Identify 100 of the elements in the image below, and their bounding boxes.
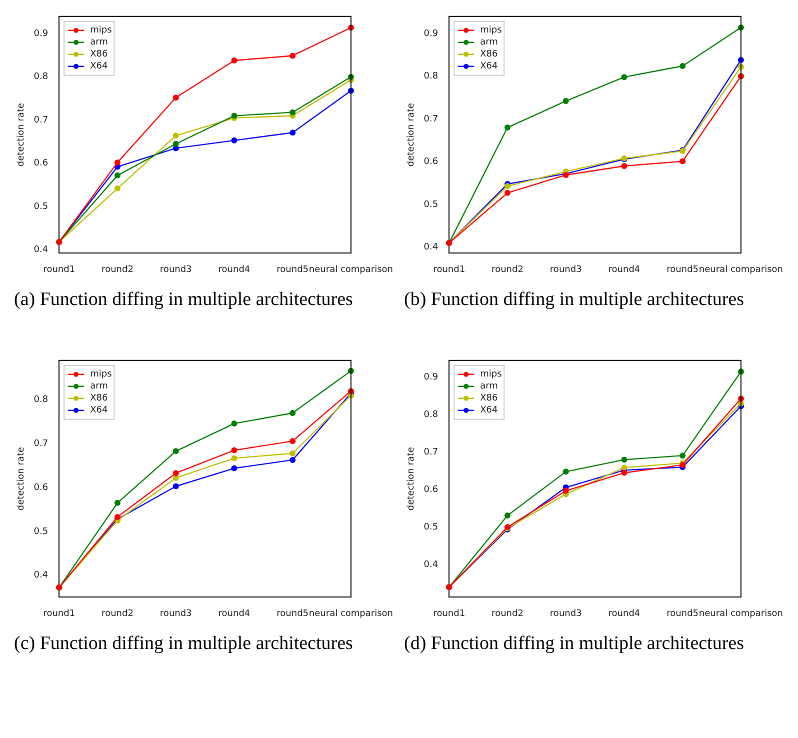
y-tick-label: 0.4 [424, 242, 438, 253]
text: (c) Function diffing in multiple architectures [14, 632, 354, 656]
point [114, 172, 120, 178]
x-tick-label: round5 [666, 264, 699, 275]
y-tick-label: 0.6 [424, 157, 438, 168]
y-tick-label: 0.8 [424, 72, 438, 82]
legend-label: mips [90, 26, 112, 36]
x-tick-label: round1 [433, 264, 466, 275]
x-tick-label: round3 [160, 608, 192, 619]
point [290, 410, 296, 416]
legend-label: X64 [480, 62, 498, 72]
y-axis-title: detection rate [16, 102, 27, 167]
y-tick-label: 0.5 [424, 200, 438, 210]
y-tick-label: 0.7 [424, 448, 438, 458]
point [290, 109, 296, 116]
legend-label: mips [480, 26, 502, 36]
y-tick-label: 0.7 [34, 115, 48, 126]
point [290, 450, 296, 456]
point [680, 62, 686, 69]
legend-label: X86 [90, 50, 108, 60]
y-tick-label: 0.5 [34, 202, 48, 212]
point [680, 158, 686, 164]
point [680, 452, 686, 459]
point [231, 420, 238, 427]
x-tick-label: round2 [492, 264, 524, 275]
point [114, 159, 120, 166]
y-tick-label: 0.9 [34, 29, 48, 40]
x-tick-label: round1 [43, 608, 76, 619]
x-tick-label: round5 [276, 264, 309, 275]
point [172, 470, 179, 476]
y-tick-label: 0.5 [34, 526, 48, 537]
point [231, 137, 238, 144]
legend-label: X86 [480, 50, 498, 60]
x-tick-label: round3 [550, 608, 582, 619]
x-tick-label: round1 [433, 608, 466, 619]
legend-label: mips [480, 370, 502, 380]
x-tick-label: round3 [550, 264, 582, 275]
x-tick-label: round4 [608, 264, 640, 275]
text: (a) Function diffing in multiple architectures [14, 288, 354, 312]
point [231, 447, 238, 454]
x-tick-label: neural comparison [308, 608, 394, 619]
y-tick-label: 0.6 [424, 485, 438, 496]
y-axis-title: detection rate [16, 446, 27, 511]
point [562, 468, 569, 475]
point [172, 483, 179, 490]
legend-label: arm [480, 38, 498, 48]
y-tick-label: 0.6 [34, 158, 48, 169]
text: (d) Function diffing in multiple architectures [404, 632, 745, 656]
point [562, 488, 569, 494]
point [621, 456, 628, 463]
point [231, 465, 238, 472]
y-tick-label: 0.4 [424, 560, 438, 570]
point [172, 448, 179, 454]
point [172, 132, 179, 139]
point [562, 98, 569, 104]
legend-label: arm [90, 382, 108, 392]
point [172, 140, 179, 147]
x-tick-label: round1 [43, 264, 76, 275]
legend-label: X64 [480, 406, 498, 416]
legend-label: X64 [90, 62, 108, 72]
y-tick-label: 0.4 [34, 245, 48, 256]
point [504, 183, 510, 190]
point [621, 163, 628, 170]
y-tick-label: 0.4 [34, 570, 48, 581]
legend-label: X64 [90, 406, 108, 416]
point [290, 438, 296, 444]
x-tick-label: round2 [102, 264, 134, 275]
y-tick-label: 0.5 [424, 522, 438, 532]
y-tick-label: 0.8 [34, 72, 48, 82]
point [290, 130, 296, 136]
x-tick-label: round2 [102, 608, 134, 619]
y-axis-title: detection rate [406, 446, 417, 511]
y-tick-label: 0.9 [424, 28, 438, 39]
point [290, 52, 296, 59]
y-tick-label: 0.8 [424, 410, 438, 420]
legend-label: arm [90, 38, 108, 48]
x-tick-label: round5 [666, 608, 699, 619]
legend-label: X86 [90, 394, 108, 404]
x-tick-label: neural comparison [308, 264, 394, 275]
point [231, 57, 238, 64]
point [231, 455, 238, 462]
y-tick-label: 0.7 [424, 114, 438, 124]
point [504, 512, 510, 519]
point [114, 185, 120, 192]
point [504, 124, 510, 131]
point [290, 456, 296, 463]
y-tick-label: 0.7 [34, 439, 48, 450]
x-tick-label: round4 [218, 608, 250, 619]
x-tick-label: round4 [608, 608, 640, 619]
x-tick-label: round3 [160, 264, 192, 275]
legend-label: mips [90, 370, 112, 380]
x-tick-label: round4 [218, 264, 250, 275]
y-axis-title: detection rate [406, 102, 417, 167]
x-tick-label: neural comparison [698, 608, 784, 619]
y-tick-label: 0.6 [34, 482, 48, 493]
x-tick-label: round5 [276, 608, 309, 619]
point [114, 514, 120, 520]
x-tick-label: neural comparison [698, 264, 784, 275]
point [172, 94, 179, 101]
legend-label: arm [480, 382, 498, 392]
